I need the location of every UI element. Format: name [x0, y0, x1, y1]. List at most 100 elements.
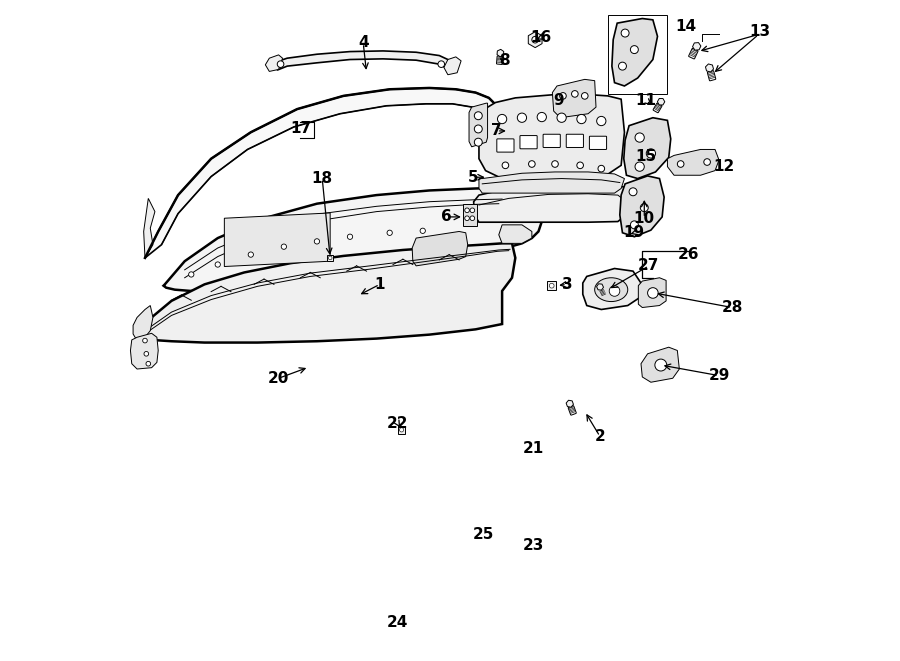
Text: 5: 5: [468, 170, 478, 184]
Circle shape: [648, 288, 658, 298]
Circle shape: [560, 93, 566, 99]
Circle shape: [314, 239, 319, 244]
Circle shape: [470, 216, 474, 221]
Text: 16: 16: [530, 30, 551, 45]
FancyBboxPatch shape: [707, 71, 716, 81]
FancyBboxPatch shape: [497, 56, 503, 65]
Polygon shape: [145, 88, 499, 258]
Circle shape: [577, 114, 586, 124]
Text: 20: 20: [268, 371, 289, 386]
Polygon shape: [499, 225, 532, 243]
Circle shape: [635, 162, 644, 171]
Polygon shape: [444, 57, 461, 75]
Circle shape: [629, 188, 637, 196]
Circle shape: [572, 91, 578, 97]
FancyBboxPatch shape: [543, 134, 561, 147]
FancyBboxPatch shape: [520, 136, 537, 149]
Circle shape: [704, 159, 710, 165]
Circle shape: [635, 133, 644, 142]
Text: 26: 26: [678, 247, 699, 262]
Circle shape: [609, 286, 620, 296]
FancyBboxPatch shape: [566, 134, 583, 147]
Polygon shape: [137, 243, 516, 342]
Circle shape: [618, 62, 626, 70]
Circle shape: [678, 161, 684, 167]
Polygon shape: [473, 184, 629, 222]
Circle shape: [387, 230, 392, 235]
Circle shape: [215, 262, 220, 267]
Polygon shape: [668, 149, 719, 175]
Bar: [608, 15, 668, 94]
Circle shape: [552, 161, 558, 167]
FancyBboxPatch shape: [348, 554, 365, 563]
Polygon shape: [464, 204, 477, 226]
Polygon shape: [164, 188, 542, 291]
Circle shape: [646, 149, 655, 158]
Circle shape: [248, 252, 254, 257]
Text: 2: 2: [595, 429, 606, 444]
Text: 3: 3: [562, 277, 572, 292]
Circle shape: [549, 284, 554, 288]
Text: 12: 12: [713, 159, 734, 174]
Circle shape: [438, 61, 445, 67]
Circle shape: [532, 36, 538, 43]
FancyBboxPatch shape: [653, 103, 662, 113]
Circle shape: [474, 138, 482, 146]
Circle shape: [420, 228, 426, 233]
Circle shape: [557, 113, 566, 122]
Circle shape: [400, 428, 404, 432]
Text: 21: 21: [523, 441, 544, 456]
Circle shape: [457, 533, 461, 537]
Circle shape: [474, 112, 482, 120]
Circle shape: [474, 125, 482, 133]
Text: 15: 15: [635, 149, 657, 164]
FancyBboxPatch shape: [688, 48, 698, 59]
Polygon shape: [266, 55, 283, 71]
Circle shape: [277, 61, 284, 67]
Polygon shape: [479, 172, 625, 193]
Circle shape: [464, 208, 470, 213]
Polygon shape: [224, 213, 330, 266]
Text: 22: 22: [387, 416, 409, 431]
FancyBboxPatch shape: [511, 444, 518, 452]
Circle shape: [597, 116, 606, 126]
Polygon shape: [553, 79, 596, 118]
Polygon shape: [277, 51, 448, 70]
Text: 19: 19: [624, 225, 645, 241]
Text: 24: 24: [387, 615, 409, 631]
Circle shape: [281, 244, 286, 249]
Text: 18: 18: [311, 171, 333, 186]
Polygon shape: [479, 95, 625, 184]
Circle shape: [464, 216, 470, 221]
Text: 27: 27: [638, 258, 660, 274]
Polygon shape: [612, 19, 658, 86]
Polygon shape: [624, 118, 670, 178]
Circle shape: [189, 272, 194, 277]
Circle shape: [577, 162, 583, 169]
FancyBboxPatch shape: [292, 551, 309, 560]
Circle shape: [470, 208, 474, 213]
Circle shape: [581, 93, 588, 99]
Circle shape: [630, 46, 638, 54]
Text: 1: 1: [374, 277, 385, 292]
Circle shape: [347, 234, 353, 239]
Polygon shape: [144, 198, 155, 258]
Circle shape: [498, 114, 507, 124]
FancyBboxPatch shape: [382, 611, 389, 621]
Polygon shape: [241, 509, 494, 561]
Text: 28: 28: [722, 300, 742, 315]
FancyBboxPatch shape: [497, 139, 514, 152]
Circle shape: [640, 204, 648, 212]
Circle shape: [537, 112, 546, 122]
Text: 25: 25: [472, 527, 494, 542]
Text: 14: 14: [675, 19, 697, 34]
Text: 9: 9: [553, 93, 563, 108]
Text: 4: 4: [358, 36, 368, 50]
Text: 6: 6: [441, 210, 452, 225]
Polygon shape: [638, 278, 666, 307]
Circle shape: [655, 359, 667, 371]
Polygon shape: [130, 333, 158, 369]
Polygon shape: [620, 176, 664, 237]
Text: 8: 8: [499, 54, 509, 68]
Text: 7: 7: [491, 124, 502, 138]
